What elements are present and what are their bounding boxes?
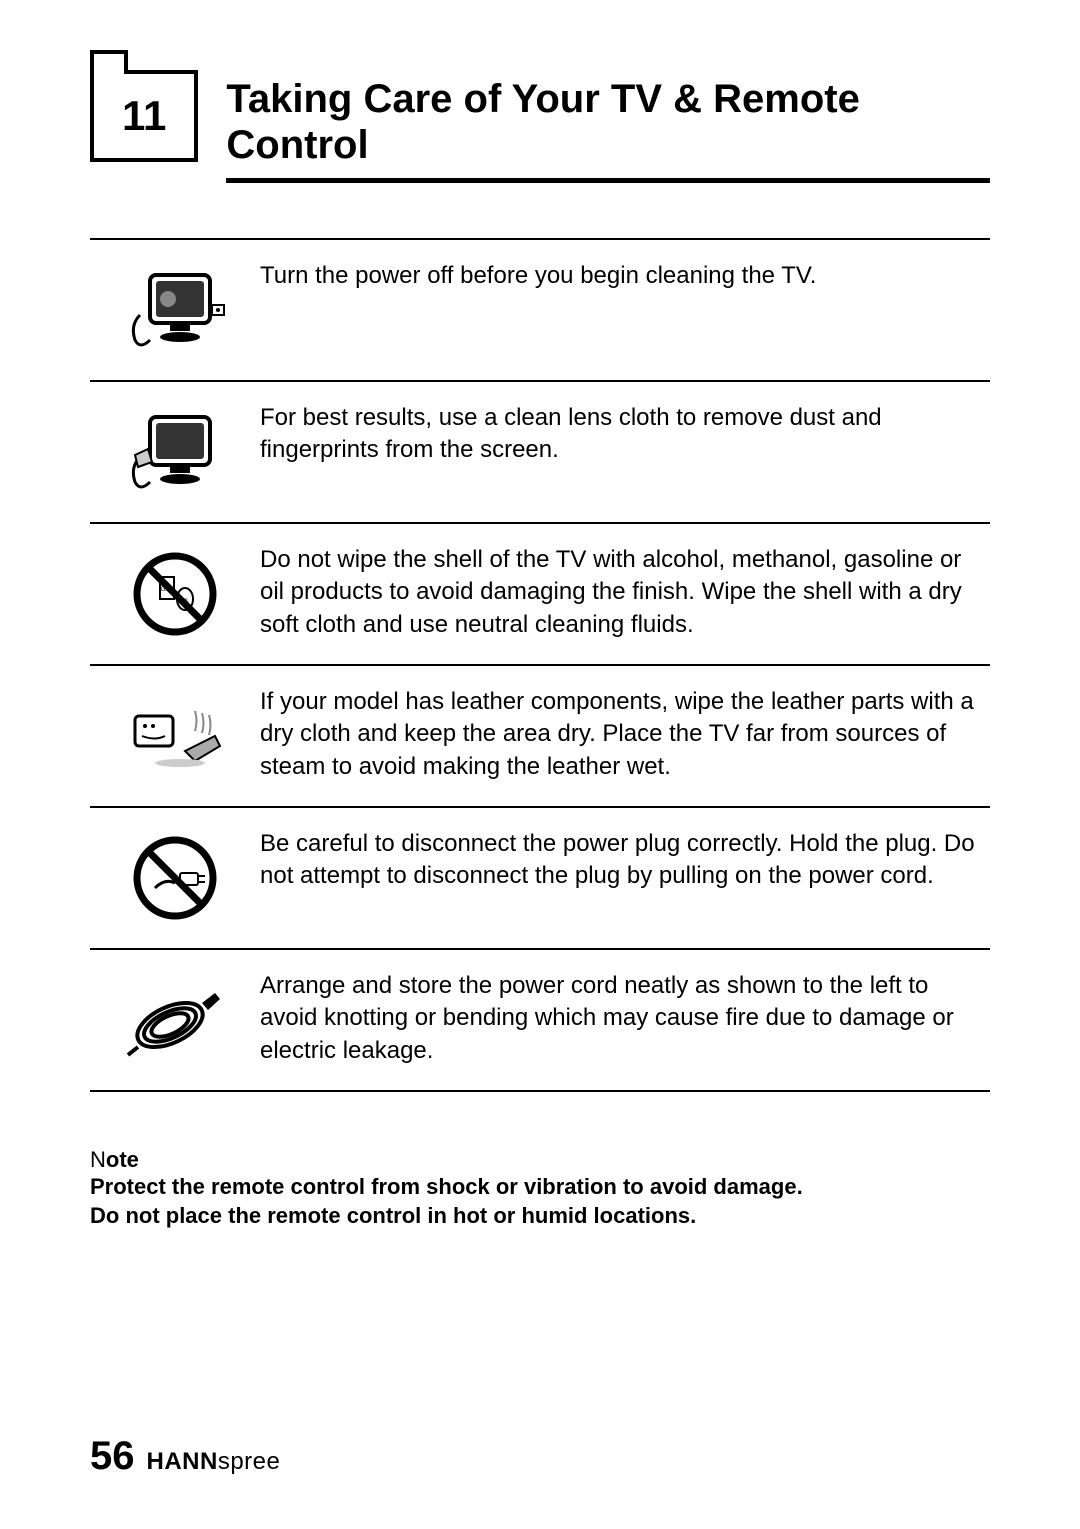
page-number: 56	[90, 1434, 135, 1479]
section-header: 11 Taking Care of Your TV & Remote Contr…	[90, 70, 990, 183]
chapter-number: 11	[122, 92, 166, 139]
brand-logo: HANNspree	[147, 1448, 281, 1476]
note-label: Note	[90, 1147, 990, 1173]
care-row: Arrange and store the power cord neatly …	[90, 950, 990, 1092]
care-text: Turn the power off before you begin clea…	[260, 260, 990, 292]
chapter-number-box: 11	[90, 70, 198, 162]
no-pull-cord-icon	[90, 828, 260, 928]
care-row: Turn the power off before you begin clea…	[90, 240, 990, 382]
care-row: If your model has leather components, wi…	[90, 666, 990, 808]
svg-text:GAS: GAS	[161, 587, 174, 593]
care-text: Arrange and store the power cord neatly …	[260, 970, 990, 1067]
svg-text:OIL: OIL	[181, 598, 189, 604]
chapter-title: Taking Care of Your TV & Remote Control	[226, 76, 990, 168]
chapter-tab	[90, 50, 128, 74]
care-row: GAS OIL Do not wipe the shell of the TV …	[90, 524, 990, 666]
care-text: If your model has leather components, wi…	[260, 686, 990, 783]
care-text: Do not wipe the shell of the TV with alc…	[260, 544, 990, 641]
note-section: Note Protect the remote control from sho…	[90, 1147, 990, 1230]
care-row: Be careful to disconnect the power plug …	[90, 808, 990, 950]
title-block: Taking Care of Your TV & Remote Control	[226, 70, 990, 183]
care-text: Be careful to disconnect the power plug …	[260, 828, 990, 893]
leather-steam-icon	[90, 686, 260, 786]
tv-power-off-icon	[90, 260, 260, 360]
content-table: Turn the power off before you begin clea…	[90, 238, 990, 1092]
no-chemicals-icon: GAS OIL	[90, 544, 260, 644]
coiled-cord-icon	[90, 970, 260, 1070]
care-row: For best results, use a clean lens cloth…	[90, 382, 990, 524]
care-text: For best results, use a clean lens cloth…	[260, 402, 990, 467]
page-footer: 56 HANNspree	[90, 1434, 280, 1479]
note-line: Do not place the remote control in hot o…	[90, 1202, 990, 1231]
note-line: Protect the remote control from shock or…	[90, 1173, 990, 1202]
tv-clean-cloth-icon	[90, 402, 260, 502]
